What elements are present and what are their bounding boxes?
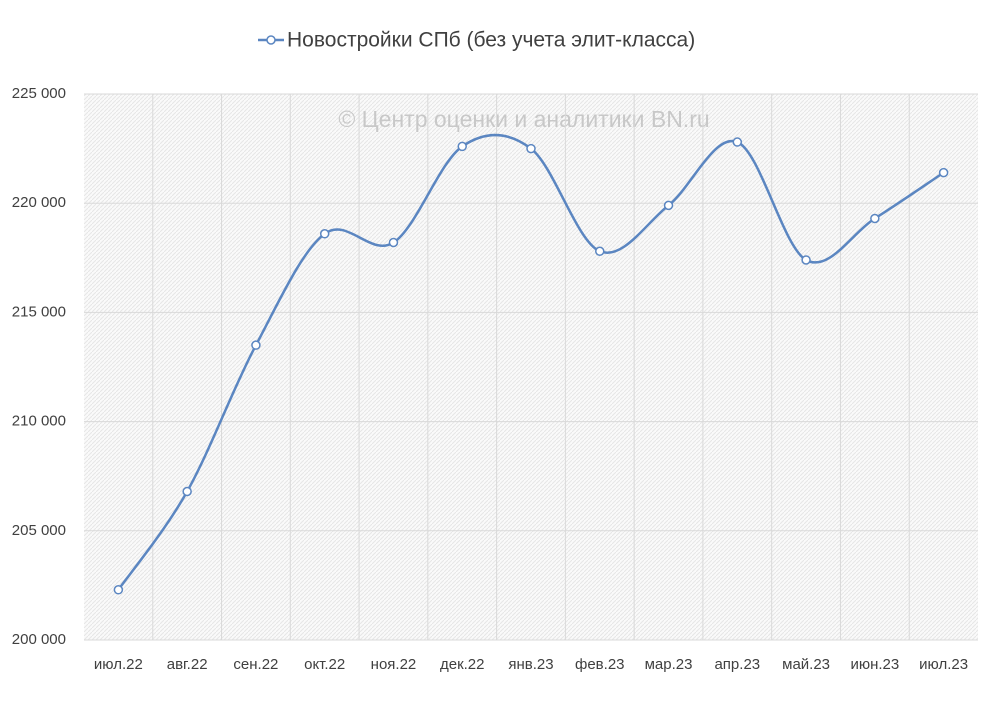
- y-tick-label: 220 000: [12, 194, 66, 211]
- marker: [113, 585, 124, 595]
- marker: [870, 213, 880, 224]
- legend-marker: [266, 35, 276, 45]
- x-tick-label: янв.23: [508, 656, 553, 673]
- y-tick-label: 225 000: [12, 85, 66, 102]
- legend-label: Новостройки СПб (без учета элит-класса): [287, 29, 695, 52]
- marker: [251, 340, 261, 350]
- x-tick-label: июн.23: [850, 656, 899, 673]
- y-tick-label: 210 000: [12, 413, 66, 430]
- x-tick-label: мар.23: [645, 656, 693, 673]
- y-tick-label: 215 000: [12, 303, 66, 320]
- x-tick-label: окт.22: [304, 656, 345, 673]
- marker: [526, 143, 536, 154]
- plot-area: [84, 94, 978, 640]
- x-tick-label: сен.22: [233, 656, 278, 673]
- watermark: © Центр оценки и аналитики BN.ru: [338, 106, 709, 132]
- marker: [732, 137, 743, 147]
- marker: [938, 167, 949, 178]
- marker: [663, 200, 674, 211]
- x-tick-label: июл.22: [94, 656, 143, 673]
- x-tick-label: май.23: [782, 656, 830, 673]
- y-tick-label: 205 000: [12, 522, 66, 539]
- x-tick-label: ноя.22: [371, 656, 417, 673]
- marker: [388, 237, 399, 248]
- x-tick-label: апр.23: [714, 656, 760, 673]
- marker: [595, 246, 605, 256]
- marker: [457, 141, 467, 152]
- x-tick-label: дек.22: [440, 656, 485, 673]
- marker: [319, 229, 330, 239]
- x-tick-label: фев.23: [575, 656, 625, 673]
- marker: [801, 255, 811, 265]
- x-tick-label: авг.22: [167, 656, 208, 673]
- y-tick-label: 200 000: [12, 631, 66, 648]
- x-tick-label: июл.23: [919, 656, 968, 673]
- marker: [182, 486, 192, 497]
